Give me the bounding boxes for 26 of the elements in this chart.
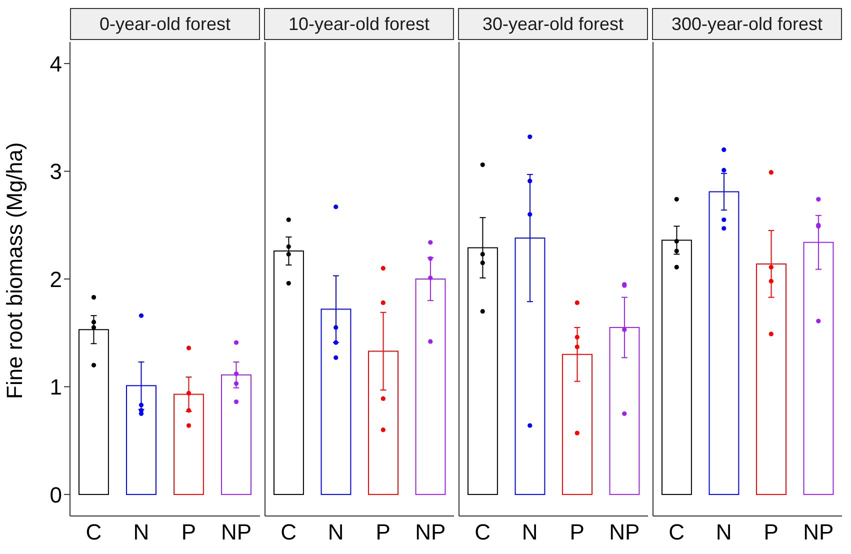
y-axis-title: Fine root biomass (Mg/ha) [2, 142, 27, 399]
chart-title: 10-year-old forest [264, 8, 454, 40]
x-tick-label: C [474, 520, 491, 545]
x-tick-label: N [133, 520, 150, 545]
y-tick-label: 3 [50, 159, 62, 184]
y-tick-label: 2 [50, 266, 62, 292]
y-tick-label: 4 [50, 51, 62, 76]
x-tick-label: C [86, 520, 102, 545]
chart-title: 0-year-old forest [70, 8, 260, 40]
y-tick-label: 0 [50, 482, 62, 508]
x-tick-label: P [181, 520, 196, 545]
x-tick-label: P [376, 520, 390, 545]
chart-title: 30-year-old forest [458, 8, 648, 40]
x-tick-label: C [280, 520, 297, 545]
y-tick-label: 1 [50, 374, 62, 400]
x-tick-label: N [716, 520, 732, 545]
x-tick-label: C [668, 520, 685, 545]
x-tick-label: N [328, 520, 344, 545]
x-tick-label: P [570, 520, 584, 545]
x-tick-label: N [522, 520, 538, 545]
x-tick-label: NP [220, 520, 252, 545]
x-tick-label: P [764, 520, 778, 545]
chart-title: 300-year-old forest [652, 8, 842, 40]
x-tick-label: NP [803, 520, 834, 545]
x-tick-label: NP [609, 520, 640, 545]
x-tick-label: NP [415, 520, 446, 545]
